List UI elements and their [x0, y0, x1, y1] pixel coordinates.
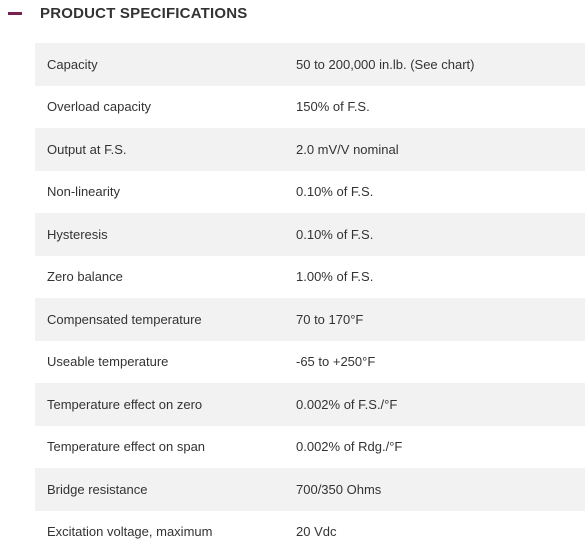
table-row: Overload capacity 150% of F.S. [35, 85, 585, 128]
spec-label: Useable temperature [47, 354, 169, 370]
spec-label: Temperature effect on zero [47, 396, 203, 412]
spec-value: 70 to 170°F [296, 311, 364, 327]
table-row: Bridge resistance 700/350 Ohms [35, 468, 585, 511]
spec-label: Non-linearity [47, 184, 120, 200]
spec-value: 150% of F.S. [296, 99, 370, 115]
spec-label: Temperature effect on span [47, 439, 206, 455]
spec-value: 2.0 mV/V nominal [296, 141, 399, 157]
spec-value: 1.00% of F.S. [296, 269, 374, 285]
table-row: Temperature effect on zero 0.002% of F.S… [35, 383, 585, 426]
table-row: Zero balance 1.00% of F.S. [35, 255, 585, 298]
table-row: Output at F.S. 2.0 mV/V nominal [35, 128, 585, 171]
spec-label: Overload capacity [47, 99, 152, 115]
spec-label: Hysteresis [47, 226, 108, 242]
spec-value: 0.002% of Rdg./°F [296, 439, 403, 455]
spec-value: 20 Vdc [296, 524, 337, 540]
spec-value: 0.002% of F.S./°F [296, 396, 398, 412]
spec-value: 700/350 Ohms [296, 481, 382, 497]
spec-label: Bridge resistance [47, 481, 148, 497]
table-row: Non-linearity 0.10% of F.S. [35, 170, 585, 213]
minus-icon[interactable] [8, 12, 22, 15]
spec-value: 0.10% of F.S. [296, 184, 374, 200]
table-row: Excitation voltage, maximum 20 Vdc [35, 510, 585, 553]
spec-value: 0.10% of F.S. [296, 226, 374, 242]
spec-label: Output at F.S. [47, 141, 127, 157]
spec-value: -65 to +250°F [296, 354, 376, 370]
section-header-toggle[interactable]: PRODUCT SPECIFICATIONS [0, 0, 585, 32]
table-row: Compensated temperature 70 to 170°F [35, 298, 585, 341]
spec-label: Compensated temperature [47, 311, 202, 327]
table-row: Hysteresis 0.10% of F.S. [35, 213, 585, 256]
table-row: Temperature effect on span 0.002% of Rdg… [35, 425, 585, 468]
spec-label: Capacity [47, 56, 98, 72]
table-row: Useable temperature -65 to +250°F [35, 340, 585, 383]
spec-label: Excitation voltage, maximum [47, 524, 213, 540]
section-title: PRODUCT SPECIFICATIONS [40, 5, 248, 22]
spec-table: Capacity 50 to 200,000 in.lb. (See chart… [35, 43, 585, 553]
table-row: Capacity 50 to 200,000 in.lb. (See chart… [35, 43, 585, 86]
spec-value: 50 to 200,000 in.lb. (See chart) [296, 56, 475, 72]
spec-label: Zero balance [47, 269, 123, 285]
